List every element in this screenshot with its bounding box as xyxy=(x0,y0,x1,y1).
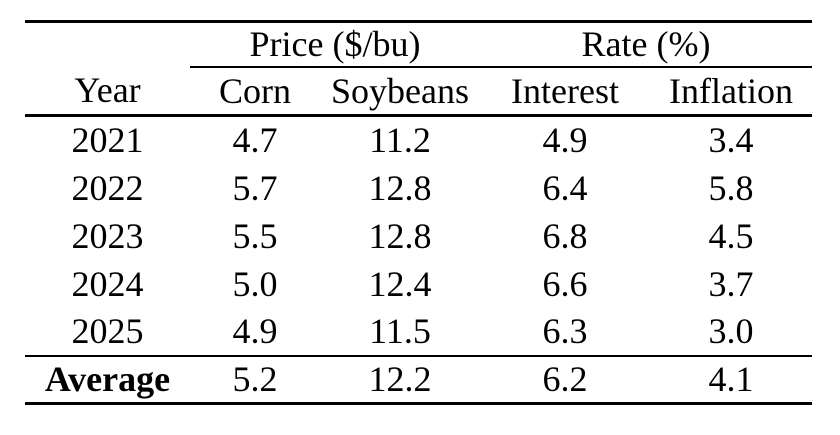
col-header-soybeans: Soybeans xyxy=(320,66,481,117)
corn-price-cell: 4.7 xyxy=(232,120,278,161)
average-interest-cell: 6.2 xyxy=(542,359,588,400)
corn-price-cell: 5.5 xyxy=(232,215,278,256)
year-cell: 2024 xyxy=(71,263,144,304)
data-table: Price ($/bu) Rate (%) Year Corn Soybeans… xyxy=(25,20,813,405)
interest-rate-cell: 6.3 xyxy=(480,307,651,357)
group-header-row: Price ($/bu) Rate (%) xyxy=(25,21,813,68)
group-header-rate: Rate (%) xyxy=(480,21,813,68)
average-soybeans-cell: 12.2 xyxy=(368,359,432,400)
corn-price-cell: 5.7 xyxy=(232,167,278,208)
soybeans-price-cell: 12.8 xyxy=(368,167,432,208)
table-row: 2025 4.9 11.5 6.3 3.0 xyxy=(25,307,813,357)
inflation-rate-cell: 3.0 xyxy=(650,307,813,357)
year-cell: 2023 xyxy=(71,215,144,256)
soybeans-price-cell: 11.5 xyxy=(320,307,481,357)
col-header-inflation: Inflation xyxy=(650,66,813,117)
table-row: 2023 5.5 12.8 6.8 4.5 xyxy=(25,212,812,260)
table-row: 2024 5.0 12.4 6.6 3.7 xyxy=(25,260,812,308)
column-header-row: Year Corn Soybeans Interest Inflation xyxy=(25,66,813,117)
soybeans-price-cell: 11.2 xyxy=(369,120,431,161)
interest-rate-cell: 4.9 xyxy=(542,120,588,161)
empty-corner-cell xyxy=(25,22,190,67)
col-header-year: Year xyxy=(25,66,190,117)
soybeans-price-cell: 12.8 xyxy=(368,215,432,256)
interest-rate-cell: 6.4 xyxy=(542,167,588,208)
soybeans-price-cell: 12.4 xyxy=(368,263,432,304)
average-corn-cell: 5.2 xyxy=(232,359,278,400)
interest-rate-cell: 6.8 xyxy=(542,215,588,256)
average-label-cell: Average xyxy=(44,359,171,400)
average-inflation-cell: 4.1 xyxy=(708,359,754,400)
table-row: 2021 4.7 11.2 4.9 3.4 xyxy=(25,116,812,164)
inflation-rate-cell: 4.5 xyxy=(708,215,754,256)
table-row: 2022 5.7 12.8 6.4 5.8 xyxy=(25,164,812,212)
year-cell: 2025 xyxy=(25,307,190,357)
interest-rate-cell: 6.6 xyxy=(542,263,588,304)
inflation-rate-cell: 5.8 xyxy=(708,167,754,208)
inflation-rate-cell: 3.7 xyxy=(708,263,754,304)
corn-price-cell: 5.0 xyxy=(232,263,278,304)
table-container: Price ($/bu) Rate (%) Year Corn Soybeans… xyxy=(25,20,813,405)
year-cell: 2021 xyxy=(71,120,144,161)
col-header-interest: Interest xyxy=(480,66,651,117)
col-header-corn: Corn xyxy=(190,66,320,117)
year-cell: 2022 xyxy=(71,167,144,208)
inflation-rate-cell: 3.4 xyxy=(708,120,754,161)
corn-price-cell: 4.9 xyxy=(190,307,320,357)
group-header-price: Price ($/bu) xyxy=(190,21,481,68)
average-row: Average 5.2 12.2 6.2 4.1 xyxy=(25,356,812,404)
